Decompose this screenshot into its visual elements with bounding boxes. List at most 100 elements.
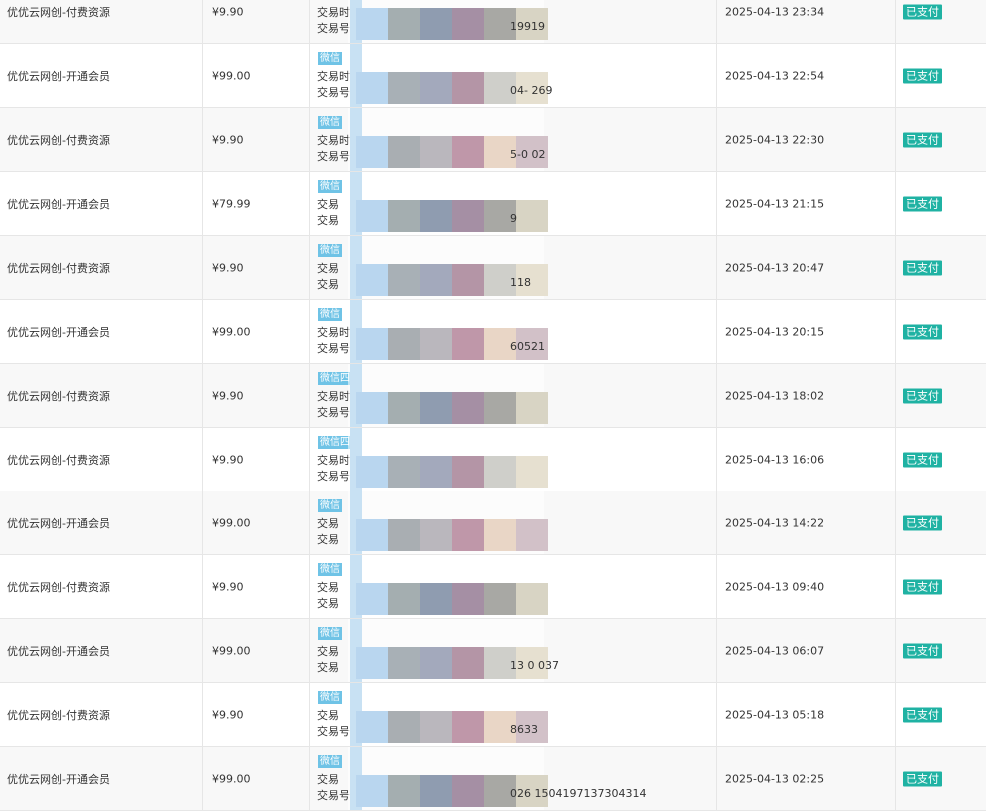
redaction-mosaic (348, 428, 548, 491)
redaction-mosaic (348, 555, 548, 618)
status-cell: 已支付 (896, 555, 986, 618)
order-time: 2025-04-13 22:30 (725, 133, 825, 146)
transaction-fragment: 026 1504197137304314 (510, 787, 647, 800)
status-badge: 已支付 (903, 4, 942, 19)
product-name: 优优云网创-开通会员 (7, 325, 110, 339)
redaction-block (420, 264, 452, 296)
redaction-block (516, 392, 548, 424)
payment-detail-cell: 微信 交易 交易 13 0 037 (310, 619, 717, 682)
redaction-block (484, 775, 516, 807)
order-time: 2025-04-13 22:54 (725, 69, 825, 82)
redaction-block (452, 456, 484, 488)
redaction-mosaic (348, 747, 548, 810)
redaction-block (516, 264, 548, 296)
payment-detail-cell: 微信 交易 交易 (310, 491, 717, 554)
transaction-fragment: 8633 (510, 723, 538, 736)
amount-value: ¥9.90 (212, 453, 244, 466)
product-name: 优优云网创-付费资源 (7, 389, 110, 403)
transaction-fragment: 5-0 02 (510, 148, 546, 161)
order-time: 2025-04-13 20:47 (725, 261, 825, 274)
status-badge: 已支付 (903, 707, 942, 722)
order-time: 2025-04-13 16:06 (725, 453, 825, 466)
redaction-block (388, 136, 420, 168)
product-cell: 优优云网创-付费资源 (0, 0, 203, 43)
time-cell: 2025-04-13 18:02 (717, 364, 896, 427)
status-badge: 已支付 (903, 324, 942, 339)
table-row: 优优云网创-付费资源 ¥9.90 交易时间： 交易号：42 19919 2025-04-1… (0, 0, 986, 44)
transaction-id-label: 交易号 (317, 470, 350, 483)
redaction-block (356, 200, 388, 232)
time-cell: 2025-04-13 22:30 (717, 108, 896, 171)
status-badge: 已支付 (903, 643, 942, 658)
transaction-id-label: 交易 (317, 661, 339, 674)
redaction-block (516, 328, 548, 360)
product-name: 优优云网创-付费资源 (7, 5, 110, 19)
payment-method-tag: 微信 (318, 563, 342, 576)
order-time: 2025-04-13 02:25 (725, 772, 825, 785)
redaction-block (484, 519, 516, 551)
product-name: 优优云网创-付费资源 (7, 133, 110, 147)
amount-value: ¥9.90 (212, 261, 244, 274)
payment-method-tag: 微信 (318, 308, 342, 321)
transaction-id-label: 交易 (317, 597, 339, 610)
status-cell: 已支付 (896, 0, 986, 43)
product-cell: 优优云网创-开通会员 (0, 747, 203, 810)
transaction-id-label: 交易号: (317, 406, 354, 419)
redaction-block (484, 392, 516, 424)
redaction-block (452, 200, 484, 232)
product-cell: 优优云网创-付费资源 (0, 428, 203, 491)
transaction-fragment: 04- 269 (510, 84, 553, 97)
status-badge: 已支付 (903, 132, 942, 147)
table-row: 优优云网创-开通会员 ¥99.00 微信 交易时 交易号 60521 2025-04-13 … (0, 300, 986, 364)
redaction-block (484, 647, 516, 679)
redaction-block (452, 392, 484, 424)
table-row: 优优云网创-开通会员 ¥99.00 微信 交易 交易 2025-04-13 14:22 已支… (0, 491, 986, 555)
transaction-fragment: 60521 (510, 340, 545, 353)
amount-value: ¥9.90 (212, 5, 244, 18)
status-cell: 已支付 (896, 44, 986, 107)
redaction-block (356, 711, 388, 743)
order-time: 2025-04-13 14:22 (725, 516, 825, 529)
status-cell: 已支付 (896, 747, 986, 810)
product-cell: 优优云网创-付费资源 (0, 108, 203, 171)
amount-cell: ¥79.99 (203, 172, 310, 235)
order-time: 2025-04-13 21:15 (725, 197, 825, 210)
status-cell: 已支付 (896, 428, 986, 491)
redaction-block (484, 72, 516, 104)
transaction-id-label: 交易 (317, 533, 339, 546)
status-badge: 已支付 (903, 579, 942, 594)
amount-value: ¥9.90 (212, 580, 244, 593)
amount-cell: ¥9.90 (203, 108, 310, 171)
redaction-block (420, 456, 452, 488)
transaction-time-label: 交易 (317, 645, 339, 658)
transaction-time-label: 交易 (317, 262, 339, 275)
redaction-mosaic (348, 300, 548, 363)
redaction-block (452, 8, 484, 40)
transaction-time-label: 交易 (317, 709, 339, 722)
product-name: 优优云网创-付费资源 (7, 453, 110, 467)
product-cell: 优优云网创-开通会员 (0, 619, 203, 682)
status-cell: 已支付 (896, 364, 986, 427)
status-badge: 已支付 (903, 771, 942, 786)
status-cell: 已支付 (896, 236, 986, 299)
redaction-mosaic (348, 44, 548, 107)
redaction-block (356, 72, 388, 104)
status-cell: 已支付 (896, 491, 986, 554)
redaction-block (388, 519, 420, 551)
product-name: 优优云网创-开通会员 (7, 644, 110, 658)
redaction-block (484, 200, 516, 232)
redaction-block (420, 392, 452, 424)
status-badge: 已支付 (903, 515, 942, 530)
redaction-block (388, 8, 420, 40)
product-name: 优优云网创-开通会员 (7, 197, 110, 211)
redaction-block (516, 647, 548, 679)
redaction-mosaic (348, 491, 548, 554)
transaction-time-label: 交易 (317, 517, 339, 530)
status-cell: 已支付 (896, 300, 986, 363)
order-time: 2025-04-13 18:02 (725, 389, 825, 402)
redaction-block (420, 519, 452, 551)
redaction-block (516, 136, 548, 168)
redaction-block (356, 328, 388, 360)
payment-method-tag: 微信 (318, 691, 342, 704)
redaction-block (356, 775, 388, 807)
